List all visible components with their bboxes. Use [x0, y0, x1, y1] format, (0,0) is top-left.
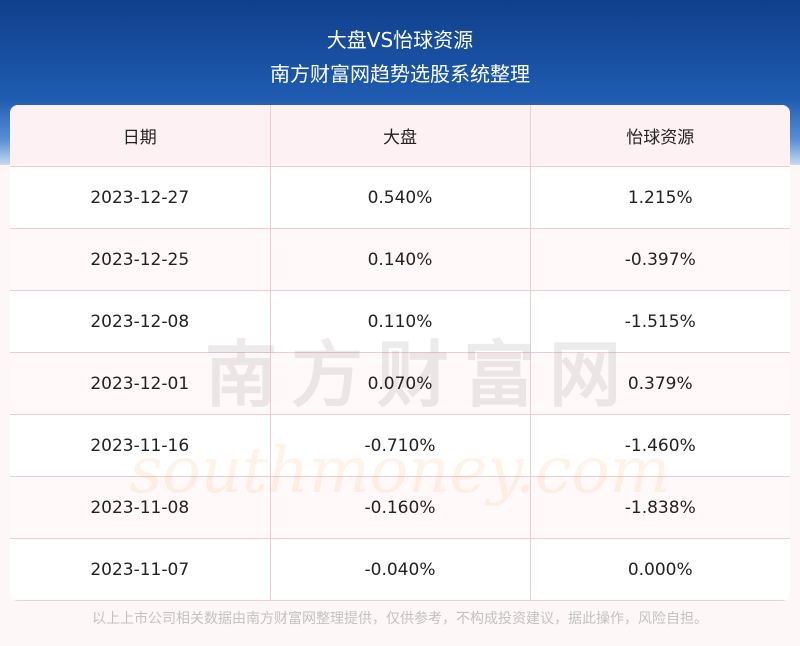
table-cell: -0.397% [529, 228, 790, 291]
table-cell: -1.460% [529, 414, 790, 477]
table-cell: -0.160% [269, 476, 531, 539]
header-row: 日期 大盘 怡球资源 [10, 105, 790, 167]
title: 大盘VS怡球资源 [326, 28, 474, 52]
table-cell: 2023-11-08 [10, 476, 271, 539]
table-cell: 0.110% [269, 290, 531, 353]
table-cell: 1.215% [529, 166, 790, 229]
table-card: 日期 大盘 怡球资源 2023-12-27 0.540% 1.215% 2023-12-25… [10, 105, 790, 601]
table-cell: 2023-12-25 [10, 228, 271, 291]
footer-note: 以上上市公司相关数据由南方财富网整理提供，仅供参考，不构成投资建议，据此操作，风… [92, 611, 708, 627]
table-row: 2023-11-08 -0.160% -1.838% [10, 476, 790, 539]
table-cell: -0.710% [269, 414, 531, 477]
table-cell: -0.040% [269, 538, 531, 601]
table-cell: 2023-12-08 [10, 290, 271, 353]
table-cell: 0.000% [529, 538, 790, 601]
table: 日期 大盘 怡球资源 2023-12-27 0.540% 1.215% 2023-12-25… [10, 105, 790, 601]
table-cell: -1.838% [529, 476, 790, 539]
table-row: 2023-12-25 0.140% -0.397% [10, 228, 790, 291]
table-cell: 0.540% [269, 166, 531, 229]
table-cell: 2023-11-16 [10, 414, 271, 477]
table-cell: 2023-11-07 [10, 538, 271, 601]
table-cell: 0.070% [269, 352, 531, 415]
table-row: 2023-12-08 0.110% -1.515% [10, 290, 790, 353]
table-row: 2023-11-07 -0.040% 0.000% [10, 538, 790, 601]
table-cell: -1.515% [529, 290, 790, 353]
column-header: 大盘 [269, 105, 531, 167]
column-header: 日期 [10, 105, 271, 167]
table-cell: 0.379% [529, 352, 790, 415]
table-row: 2023-11-16 -0.710% -1.460% [10, 414, 790, 477]
subtitle: 南方财富网趋势选股系统整理 [270, 62, 530, 86]
table-row: 2023-12-01 0.070% 0.379% [10, 352, 790, 415]
table-cell: 2023-12-01 [10, 352, 271, 415]
column-header: 怡球资源 [529, 105, 790, 167]
table-cell: 2023-12-27 [10, 166, 271, 229]
table-cell: 0.140% [269, 228, 531, 291]
table-row: 2023-12-27 0.540% 1.215% [10, 166, 790, 229]
